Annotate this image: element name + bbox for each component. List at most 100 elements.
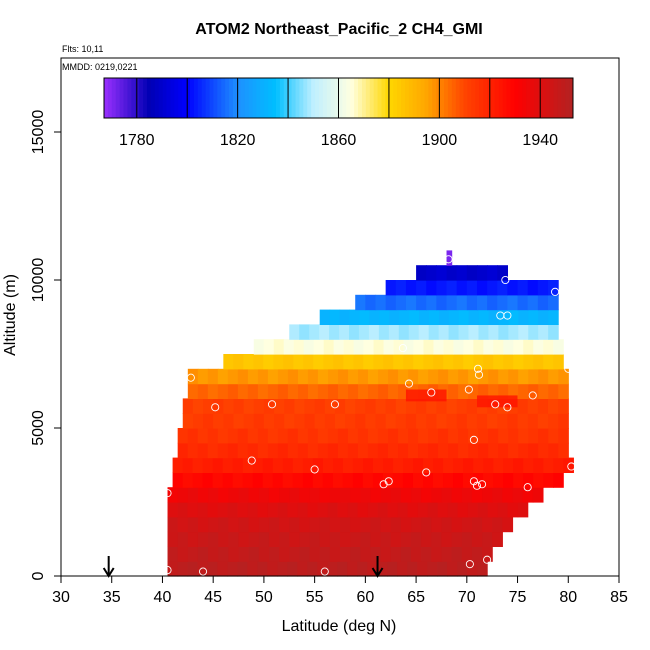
heatmap-cell	[247, 428, 259, 444]
heatmap-cell	[498, 368, 509, 385]
heatmap-cell	[247, 502, 259, 518]
y-axis-label: Altitude (m)	[2, 274, 19, 356]
heatmap-cell	[227, 561, 239, 577]
heatmap-cell	[187, 502, 199, 518]
heatmap-cell	[507, 502, 519, 518]
heatmap-cell	[403, 457, 414, 473]
heatmap-cell	[448, 383, 459, 399]
heatmap-cell	[217, 561, 229, 577]
heatmap-cell	[167, 546, 179, 562]
heatmap-cell	[405, 294, 417, 311]
colorbar-segment	[186, 78, 191, 118]
heatmap-cell	[438, 428, 449, 444]
heatmap-cell	[416, 280, 427, 296]
heatmap-cell	[493, 472, 504, 488]
heatmap-cell	[309, 487, 321, 503]
colorbar-segment	[127, 78, 132, 118]
colorbar-segment	[358, 78, 363, 118]
heatmap-cell	[337, 442, 349, 459]
heatmap-cell	[492, 516, 503, 533]
colorbar-segment	[436, 78, 441, 118]
heatmap-cell	[287, 561, 298, 577]
heatmap-cell	[408, 442, 419, 459]
heatmap-cell	[483, 339, 494, 355]
heatmap-cell	[451, 531, 463, 547]
colorbar-segment	[447, 78, 453, 118]
heatmap-cell	[343, 339, 355, 355]
heatmap-cell	[317, 428, 329, 444]
colorbar-segment	[299, 78, 304, 118]
heatmap-cell	[498, 383, 509, 399]
heatmap-cell	[355, 413, 366, 429]
colorbar-segment	[506, 78, 511, 118]
heatmap-cell	[378, 383, 389, 399]
colorbar-segment	[217, 78, 222, 118]
heatmap-cell	[227, 502, 239, 518]
heatmap-cell	[478, 442, 489, 459]
observation-point	[523, 483, 532, 492]
heatmap-cell	[299, 487, 311, 503]
colorbar-segment	[322, 78, 328, 118]
heatmap-cell	[385, 413, 397, 429]
heatmap-cell	[345, 413, 356, 429]
observation-point	[247, 456, 256, 465]
heatmap-cell	[487, 294, 498, 311]
heatmap-cell	[237, 428, 249, 444]
heatmap-cell	[347, 561, 358, 577]
heatmap-cell	[223, 398, 235, 414]
heatmap-cell	[498, 324, 509, 340]
heatmap-cell	[385, 280, 397, 296]
heatmap-cell	[446, 413, 458, 429]
heatmap-cell	[314, 398, 326, 414]
heatmap-cell	[238, 531, 250, 547]
heatmap-cell	[302, 472, 314, 488]
heatmap-cell	[227, 383, 239, 399]
heatmap-cell	[197, 368, 209, 385]
heatmap-cell	[357, 561, 368, 577]
colorbar-segment	[209, 78, 214, 118]
heatmap-cell	[365, 294, 377, 311]
heatmap-cell	[512, 487, 524, 503]
heatmap-cell	[497, 502, 509, 518]
heatmap-cell	[537, 398, 549, 414]
heatmap-cell	[289, 546, 301, 562]
heatmap-cell	[317, 502, 329, 518]
heatmap-cell	[478, 368, 489, 385]
heatmap-cell	[237, 561, 249, 577]
heatmap-cell	[187, 487, 199, 503]
observation-point	[528, 391, 537, 400]
heatmap-cell	[438, 442, 449, 459]
heatmap-cell	[563, 457, 574, 473]
heatmap-cell	[368, 368, 379, 385]
heatmap-cell	[543, 457, 554, 473]
colorbar-segment	[440, 78, 445, 118]
heatmap-cell	[287, 502, 299, 518]
heatmap-cell	[528, 428, 539, 444]
heatmap-cell	[478, 428, 489, 444]
heatmap-cell	[507, 294, 519, 311]
heatmap-cell	[448, 309, 460, 325]
heatmap-cell	[319, 546, 331, 562]
heatmap-cell	[418, 442, 429, 459]
heatmap-cell	[228, 516, 240, 533]
heatmap-cell	[257, 368, 269, 385]
heatmap-cell	[436, 280, 448, 296]
heatmap-cell	[482, 546, 493, 562]
heatmap-cell	[279, 516, 290, 533]
heatmap-cell	[317, 368, 329, 385]
y-tick-label: 15000	[30, 110, 47, 155]
heatmap-cell	[408, 324, 420, 340]
x-tick-label: 45	[204, 589, 222, 606]
heatmap-cell	[548, 442, 559, 459]
heatmap-cell	[503, 354, 514, 370]
heatmap-cell	[483, 472, 494, 488]
colorbar-segment	[369, 78, 375, 118]
heatmap-cell	[277, 442, 289, 459]
heatmap-cell	[238, 487, 250, 503]
heatmap-cell	[527, 413, 539, 429]
heatmap-cell	[237, 368, 249, 385]
heatmap-cell	[466, 265, 478, 281]
heatmap-cell	[418, 368, 429, 385]
observation-point	[551, 287, 560, 296]
colorbar-segment	[174, 78, 179, 118]
